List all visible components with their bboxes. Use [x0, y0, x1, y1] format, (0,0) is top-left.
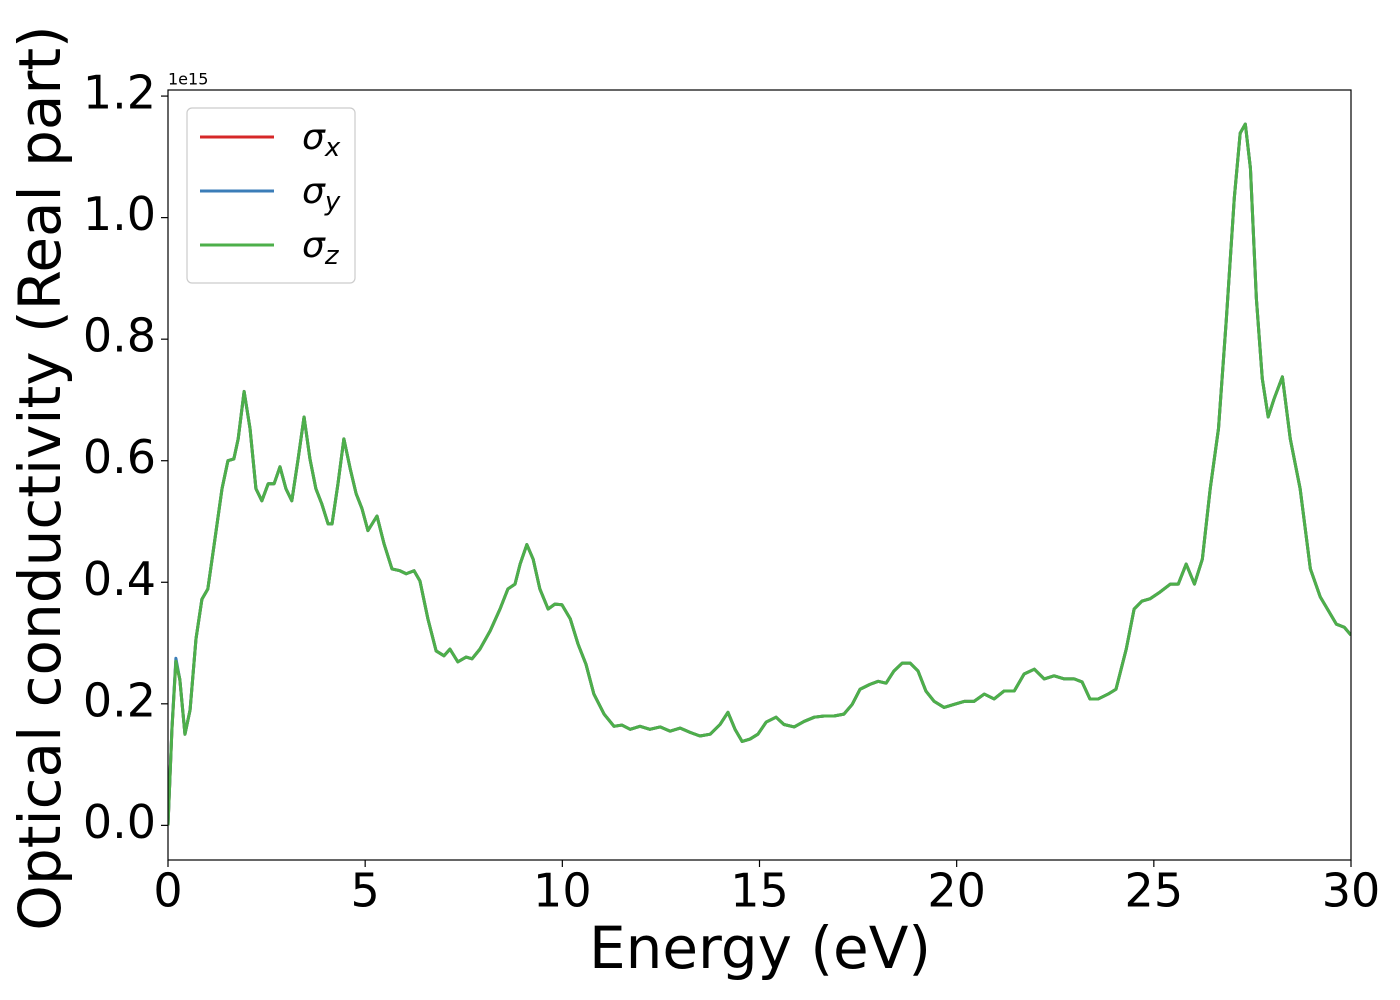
- legend-label: σz: [302, 225, 340, 271]
- legend-box: [186, 107, 356, 284]
- y-tick-label: 0.8: [83, 309, 156, 363]
- legend-label: σx: [302, 117, 341, 163]
- y-tick-label: 0.6: [83, 430, 156, 484]
- x-axis-label: Energy (eV): [589, 914, 931, 982]
- x-tick-label: 25: [1125, 864, 1184, 918]
- y-axis-label: Optical conductivity (Real part): [6, 25, 74, 930]
- x-tick-label: 20: [927, 864, 986, 918]
- x-tick-label: 5: [351, 864, 380, 918]
- plot-frame: [167, 89, 1352, 861]
- x-tick-label: 15: [730, 864, 789, 918]
- series-line: [168, 122, 1351, 826]
- y-tick-label: 0.2: [83, 673, 156, 727]
- x-tick-label: 10: [533, 864, 592, 918]
- y-tick-label: 0.0: [83, 795, 156, 849]
- offset-label: 1e15: [168, 70, 208, 89]
- y-tick-label: 0.4: [83, 552, 156, 606]
- y-tick-label: 1.0: [83, 187, 156, 241]
- legend-label: σy: [302, 171, 341, 217]
- x-tick-label: 0: [153, 864, 182, 918]
- y-tick-label: 1.2: [83, 66, 156, 120]
- x-tick-label: 30: [1322, 864, 1381, 918]
